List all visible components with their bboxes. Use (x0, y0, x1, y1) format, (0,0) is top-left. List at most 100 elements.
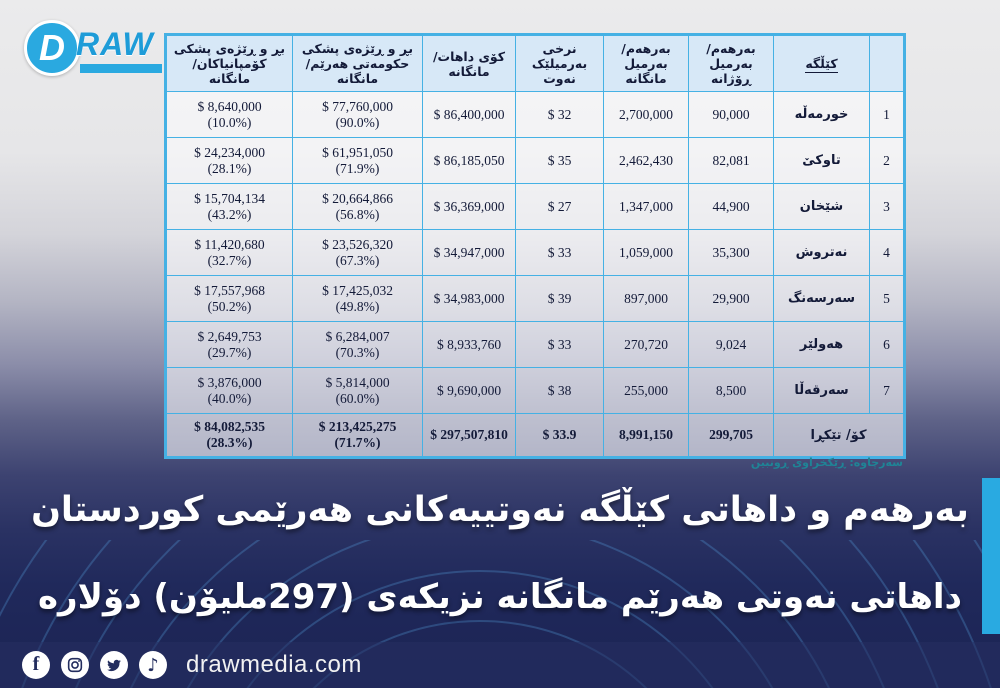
cell-field-name: تاوکێ (773, 137, 870, 184)
cell-index: 5 (869, 275, 904, 322)
cell-total-revenue: $ 9,690,000 (422, 367, 516, 414)
cell-monthly-barrels: 255,000 (603, 367, 689, 414)
cell-barrel-price: $ 27 (515, 183, 604, 230)
cell-companies-share: $ 15,704,134 (43.2%) (166, 183, 293, 230)
header-row: کێڵگە بەرهەم/ بەرمیل ڕۆژانە بەرهەم/ بەرم… (166, 35, 904, 92)
cell-barrel-price: $ 35 (515, 137, 604, 184)
col-header-barrel-price: نرخی بەرمیلێک نەوت (515, 35, 604, 92)
cell-index: 3 (869, 183, 904, 230)
cell-gov-share: $ 20,664,866 (56.8%) (292, 183, 423, 230)
tiktok-icon[interactable]: ♪ (139, 651, 167, 679)
total-monthly-barrels: 8,991,150 (603, 413, 689, 457)
cell-index: 1 (869, 91, 904, 138)
logo-raw-text: RAW (76, 26, 154, 62)
col-header-monthly-barrels: بەرهەم/ بەرمیل مانگانە (603, 35, 689, 92)
table-row: 7 سەرقەڵا 8,500 255,000 $ 38 $ 9,690,000… (166, 367, 904, 414)
cell-total-revenue: $ 34,947,000 (422, 229, 516, 276)
table-row: 4 نەتروش 35,300 1,059,000 $ 33 $ 34,947,… (166, 229, 904, 276)
table-row: 3 شێخان 44,900 1,347,000 $ 27 $ 36,369,0… (166, 183, 904, 230)
cell-gov-share: $ 23,526,320 (67.3%) (292, 229, 423, 276)
cell-barrel-price: $ 33 (515, 321, 604, 368)
cell-daily-barrels: 9,024 (688, 321, 774, 368)
banner-title-line1: بەرهەم و داهاتی کێڵگە نەوتییەکانی هەرێمی… (31, 490, 969, 530)
total-row: کۆ/ تێکڕا 299,705 8,991,150 $ 33.9 $ 297… (166, 413, 904, 457)
col-header-index (869, 35, 904, 92)
col-header-field: کێڵگە (773, 35, 870, 92)
cell-barrel-price: $ 38 (515, 367, 604, 414)
total-daily-barrels: 299,705 (688, 413, 774, 457)
cell-barrel-price: $ 33 (515, 229, 604, 276)
cell-gov-share: $ 6,284,007 (70.3%) (292, 321, 423, 368)
cell-daily-barrels: 29,900 (688, 275, 774, 322)
col-header-daily-barrels: بەرهەم/ بەرمیل ڕۆژانە (688, 35, 774, 92)
cell-index: 4 (869, 229, 904, 276)
cell-total-revenue: $ 34,983,000 (422, 275, 516, 322)
total-companies-share: $ 84,082,535 (28.3%) (166, 413, 293, 457)
cell-companies-share: $ 11,420,680 (32.7%) (166, 229, 293, 276)
oil-fields-table: کێڵگە بەرهەم/ بەرمیل ڕۆژانە بەرهەم/ بەرم… (164, 33, 906, 459)
twitter-icon[interactable] (100, 651, 128, 679)
cell-monthly-barrels: 1,347,000 (603, 183, 689, 230)
cell-field-name: شێخان (773, 183, 870, 230)
footer-bar: f ♪ drawmedia.com (0, 642, 1000, 688)
cell-index: 7 (869, 367, 904, 414)
logo-letter-d: D (39, 27, 65, 68)
draw-media-logo: D RAW (24, 20, 174, 80)
cell-monthly-barrels: 1,059,000 (603, 229, 689, 276)
cell-index: 2 (869, 137, 904, 184)
cell-daily-barrels: 90,000 (688, 91, 774, 138)
cell-daily-barrels: 44,900 (688, 183, 774, 230)
table-body: 1 خورمەڵە 90,000 2,700,000 $ 32 $ 86,400… (166, 91, 904, 414)
cell-field-name: هەولێر (773, 321, 870, 368)
cell-index: 6 (869, 321, 904, 368)
oil-fields-table-wrap: کێڵگە بەرهەم/ بەرمیل ڕۆژانە بەرهەم/ بەرم… (164, 33, 906, 459)
logo-circle: D (24, 20, 80, 76)
cell-gov-share: $ 61,951,050 (71.9%) (292, 137, 423, 184)
footer-content: f ♪ drawmedia.com (22, 651, 362, 679)
total-gov-share: $ 213,425,275 (71.7%) (292, 413, 423, 457)
banner-title-line2: داهاتی نەوتی هەرێم مانگانە نزیکەی (297مل… (37, 577, 963, 617)
total-barrel-price: $ 33.9 (515, 413, 604, 457)
cell-total-revenue: $ 36,369,000 (422, 183, 516, 230)
col-header-gov-share: بڕ و ڕێژەی پشکی حکومەتی هەرێم/ مانگانە (292, 35, 423, 92)
cell-companies-share: $ 3,876,000 (40.0%) (166, 367, 293, 414)
total-revenue: $ 297,507,810 (422, 413, 516, 457)
facebook-icon[interactable]: f (22, 651, 50, 679)
cyan-accent-bar (982, 478, 1000, 634)
cell-gov-share: $ 5,814,000 (60.0%) (292, 367, 423, 414)
cell-field-name: خورمەڵە (773, 91, 870, 138)
cell-monthly-barrels: 2,462,430 (603, 137, 689, 184)
cell-companies-share: $ 24,234,000 (28.1%) (166, 137, 293, 184)
total-label: کۆ/ تێکڕا (773, 413, 904, 457)
table-row: 6 هەولێر 9,024 270,720 $ 33 $ 8,933,760 … (166, 321, 904, 368)
cell-monthly-barrels: 2,700,000 (603, 91, 689, 138)
cell-total-revenue: $ 86,400,000 (422, 91, 516, 138)
cell-monthly-barrels: 897,000 (603, 275, 689, 322)
cell-field-name: سەرسەنگ (773, 275, 870, 322)
cell-total-revenue: $ 86,185,050 (422, 137, 516, 184)
cell-field-name: سەرقەڵا (773, 367, 870, 414)
cell-gov-share: $ 77,760,000 (90.0%) (292, 91, 423, 138)
table-row: 1 خورمەڵە 90,000 2,700,000 $ 32 $ 86,400… (166, 91, 904, 138)
cell-barrel-price: $ 32 (515, 91, 604, 138)
col-header-companies-share: بڕ و ڕێژەی پشکی کۆمپانیاکان/ مانگانە (166, 35, 293, 92)
cell-daily-barrels: 8,500 (688, 367, 774, 414)
cell-companies-share: $ 2,649,753 (29.7%) (166, 321, 293, 368)
logo-slogan-bar (80, 64, 162, 73)
cell-field-name: نەتروش (773, 229, 870, 276)
website-link[interactable]: drawmedia.com (186, 651, 362, 678)
col-header-total-revenue: کۆی داهات/ مانگانە (422, 35, 516, 92)
cell-monthly-barrels: 270,720 (603, 321, 689, 368)
cell-companies-share: $ 17,557,968 (50.2%) (166, 275, 293, 322)
cell-daily-barrels: 35,300 (688, 229, 774, 276)
table-row: 2 تاوکێ 82,081 2,462,430 $ 35 $ 86,185,0… (166, 137, 904, 184)
cell-gov-share: $ 17,425,032 (49.8%) (292, 275, 423, 322)
cell-companies-share: $ 8,640,000 (10.0%) (166, 91, 293, 138)
table-row: 5 سەرسەنگ 29,900 897,000 $ 39 $ 34,983,0… (166, 275, 904, 322)
instagram-icon[interactable] (61, 651, 89, 679)
cell-total-revenue: $ 8,933,760 (422, 321, 516, 368)
source-note: سەرچاوە: ڕێکخراوی ڕونبین (750, 456, 903, 469)
cell-barrel-price: $ 39 (515, 275, 604, 322)
cell-daily-barrels: 82,081 (688, 137, 774, 184)
